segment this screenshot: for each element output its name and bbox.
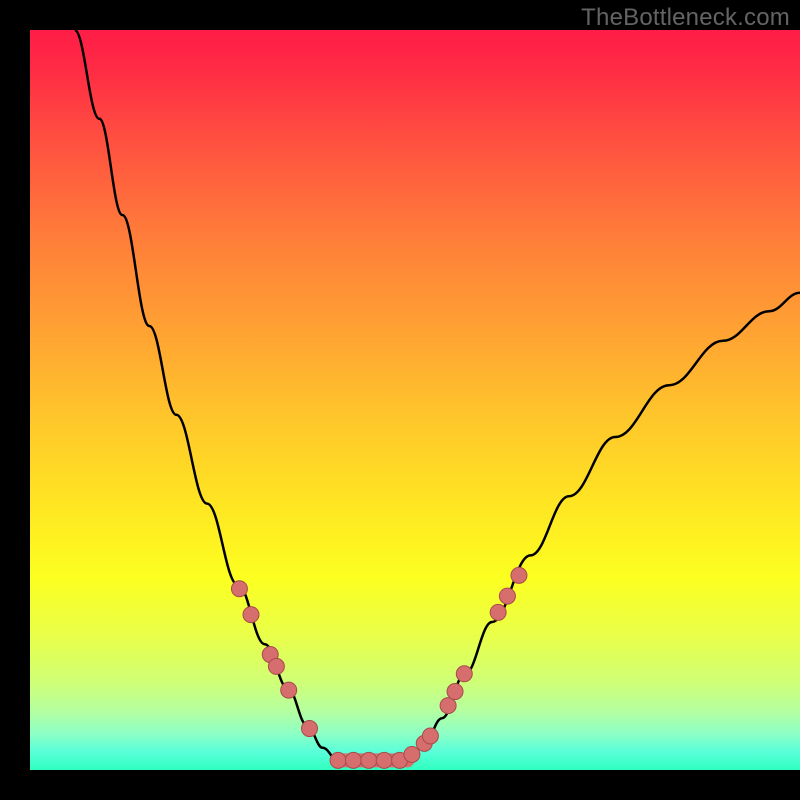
data-marker (376, 752, 392, 768)
data-marker (422, 728, 438, 744)
data-marker (281, 682, 297, 698)
data-marker (499, 588, 515, 604)
data-marker (456, 666, 472, 682)
data-marker (302, 721, 318, 737)
data-marker (490, 604, 506, 620)
data-marker (243, 607, 259, 623)
bottleneck-chart: TheBottleneck.com (0, 0, 800, 800)
chart-svg (0, 0, 800, 800)
data-marker (345, 752, 361, 768)
data-marker (330, 752, 346, 768)
data-marker (361, 752, 377, 768)
data-marker (404, 746, 420, 762)
plot-background (30, 30, 800, 770)
data-marker (231, 581, 247, 597)
data-marker (511, 567, 527, 583)
data-marker (440, 698, 456, 714)
watermark-text: TheBottleneck.com (581, 4, 790, 32)
data-marker (268, 658, 284, 674)
data-marker (447, 684, 463, 700)
